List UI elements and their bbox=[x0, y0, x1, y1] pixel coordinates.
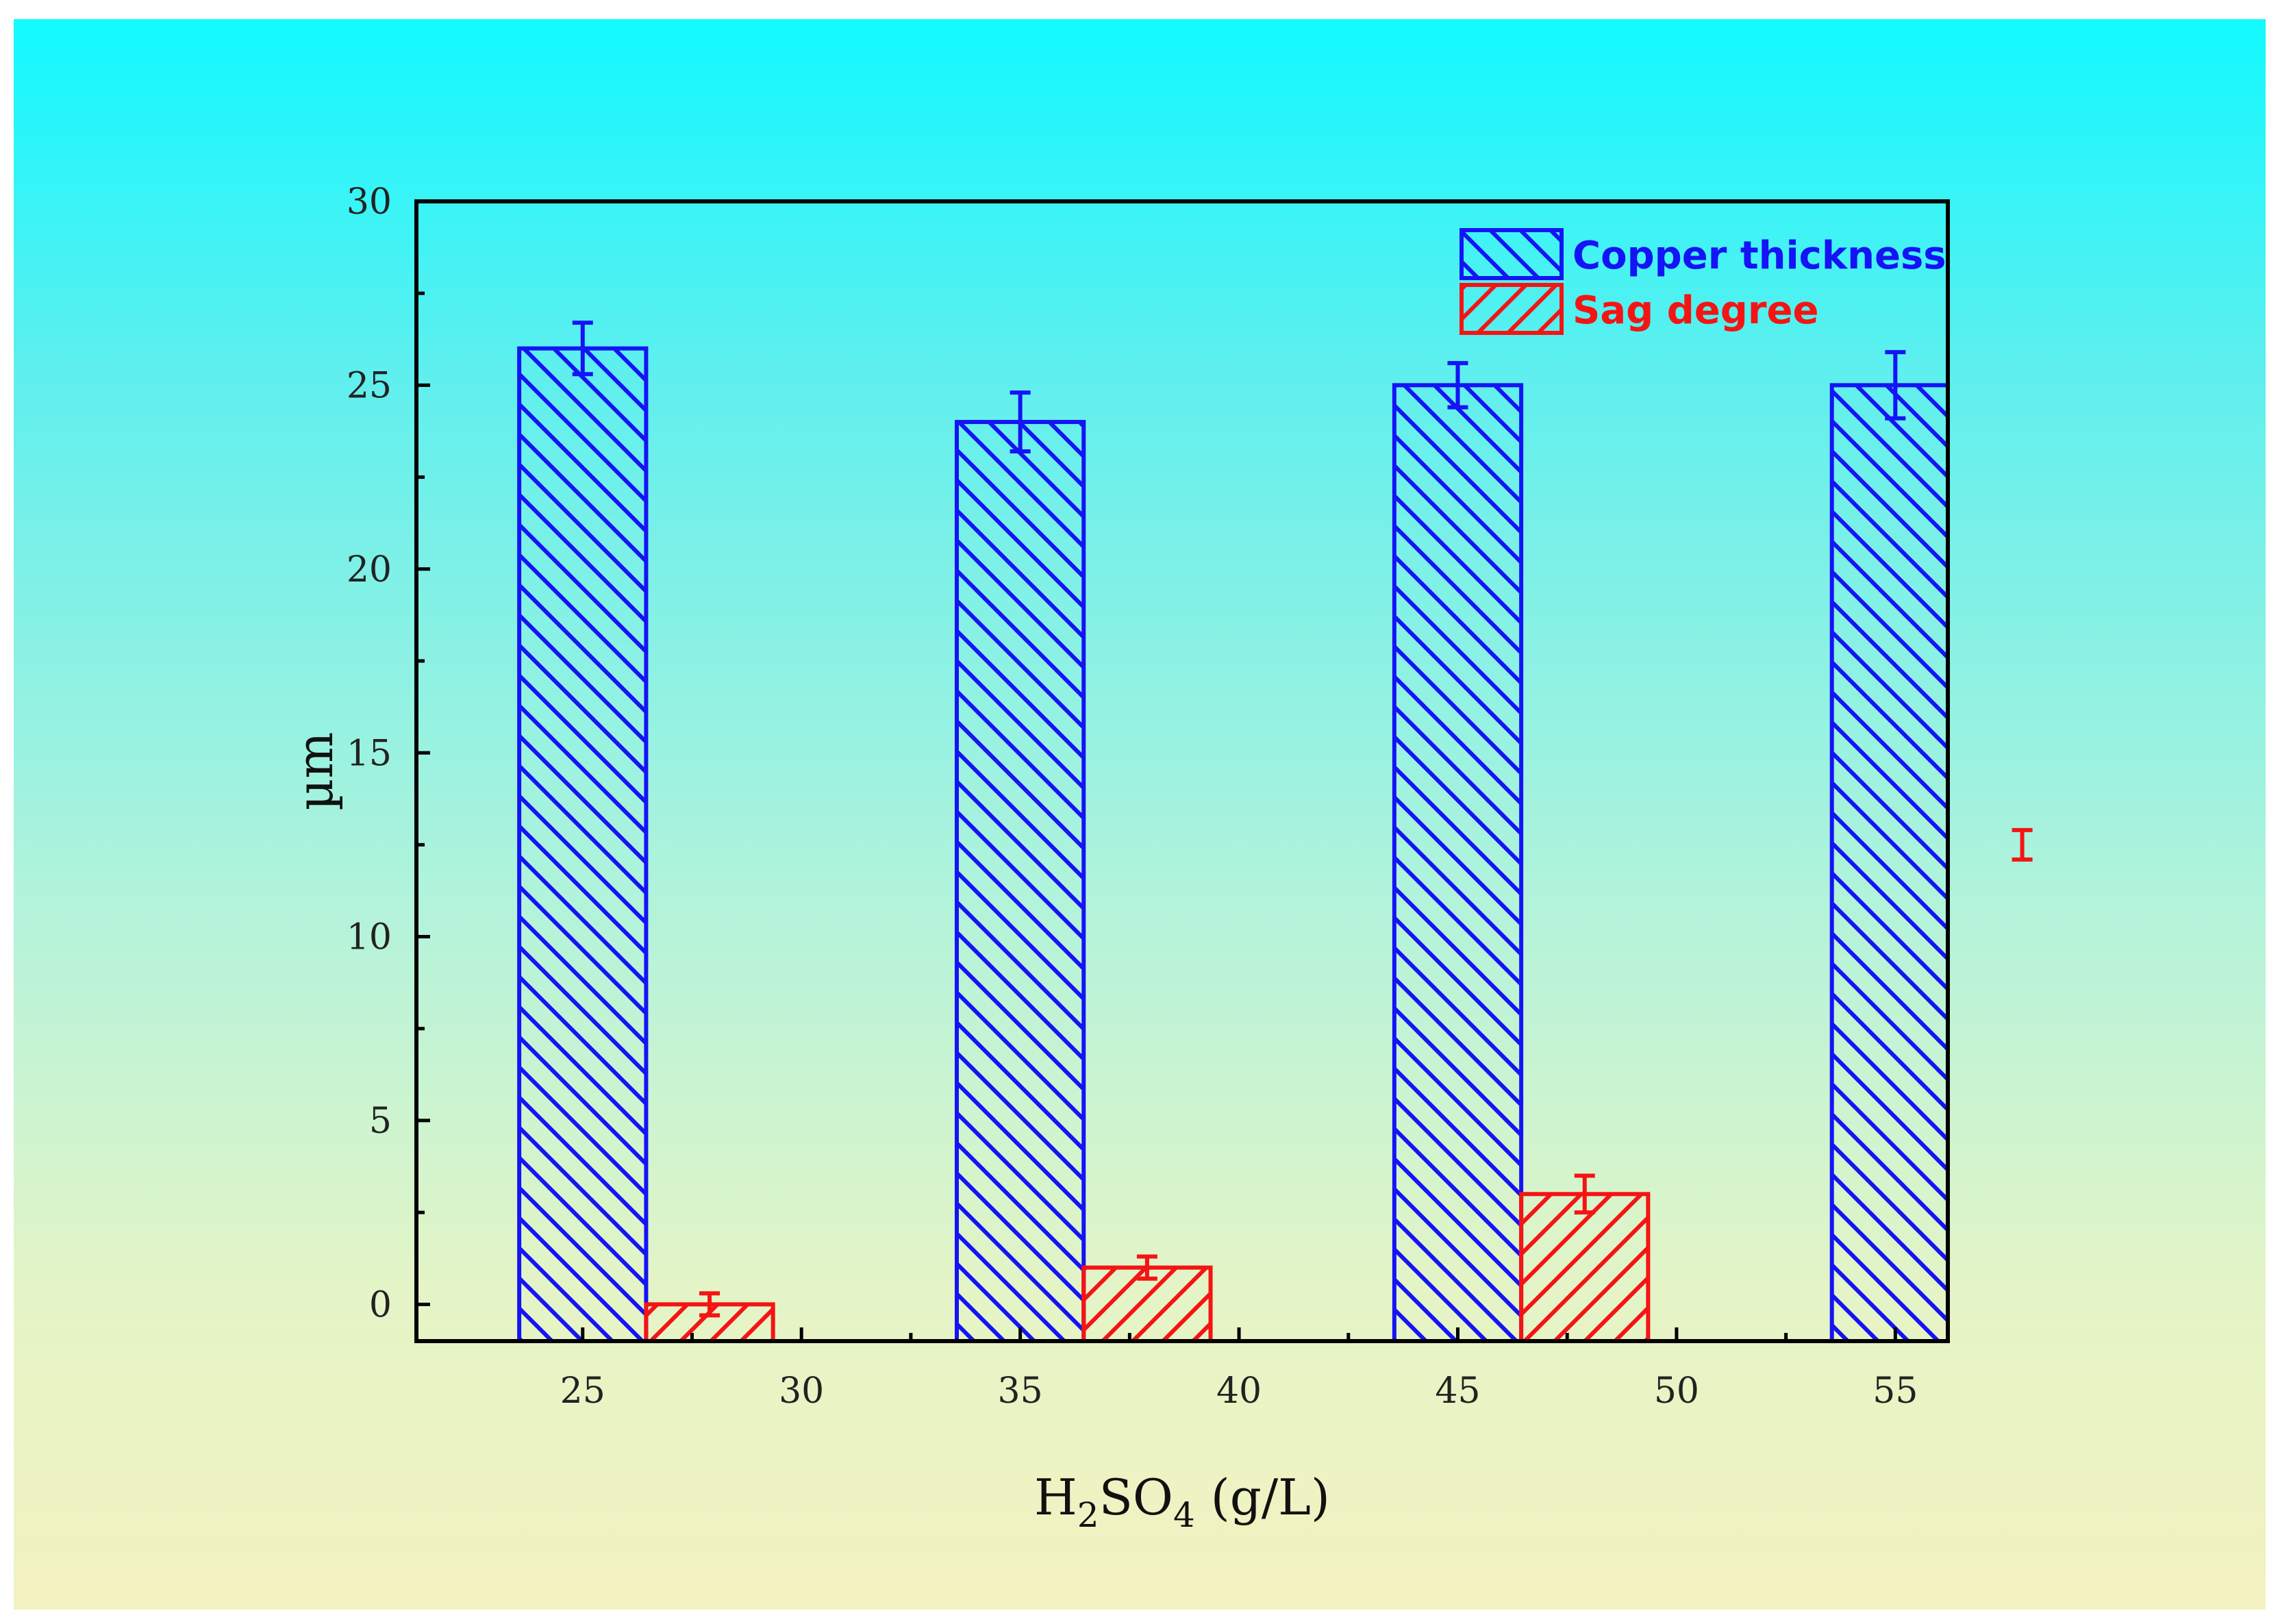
y-tick-label-0: 0 bbox=[369, 1285, 392, 1326]
bar-chart: 0 5 10 15 20 25 30 25 30 35 40 45 50 55 µm H2SO4 (g/L… bbox=[286, 182, 2085, 1535]
y-tick-label-10: 10 bbox=[347, 917, 392, 958]
bar-copper-thickness-55 bbox=[1829, 383, 1948, 1341]
y-tick-label-15: 15 bbox=[347, 733, 392, 774]
plot-frame bbox=[414, 199, 1950, 1343]
bar-copper-thickness-35 bbox=[954, 420, 1086, 1341]
x-tick-label-45: 45 bbox=[1435, 1371, 1480, 1412]
x-tick-label-40: 40 bbox=[1216, 1371, 1262, 1412]
bar-sag-degree-45 bbox=[1519, 1192, 1651, 1341]
legend-label-sag-degree: Sag degree bbox=[1573, 288, 1818, 333]
bar-copper-thickness-25 bbox=[517, 346, 649, 1341]
legend-label-copper-thickness: Copper thickness bbox=[1573, 234, 1946, 278]
x-tick-label-50: 50 bbox=[1654, 1371, 1699, 1412]
legend-swatch-copper-thickness bbox=[1460, 228, 1564, 280]
y-tick-label-5: 5 bbox=[369, 1101, 392, 1142]
x-axis-label: H2SO4 (g/L) bbox=[1034, 1469, 1330, 1535]
bar-sag-degree-55 bbox=[1959, 845, 2085, 1348]
y-axis-title: µm bbox=[286, 732, 344, 810]
x-tick-label-30: 30 bbox=[779, 1371, 824, 1412]
figure-background: 0 5 10 15 20 25 30 25 30 35 40 45 50 55 µm H2SO4 (g/L… bbox=[14, 19, 2266, 1610]
x-tick-label-35: 35 bbox=[998, 1371, 1043, 1412]
y-tick-label-30: 30 bbox=[347, 182, 392, 223]
y-axis-label: µm bbox=[286, 732, 344, 810]
x-tick-label-25: 25 bbox=[560, 1371, 605, 1412]
x-tick-label-55: 55 bbox=[1872, 1371, 1918, 1412]
legend: Copper thickness Sag degree bbox=[1460, 228, 1946, 335]
y-tick-label-20: 20 bbox=[347, 549, 392, 590]
legend-item-sag-degree: Sag degree bbox=[1460, 283, 1818, 335]
legend-swatch-sag-degree bbox=[1460, 283, 1564, 335]
bar-copper-thickness-45 bbox=[1392, 383, 1524, 1341]
y-tick-label-25: 25 bbox=[347, 366, 392, 407]
legend-item-copper-thickness: Copper thickness bbox=[1460, 228, 1946, 280]
